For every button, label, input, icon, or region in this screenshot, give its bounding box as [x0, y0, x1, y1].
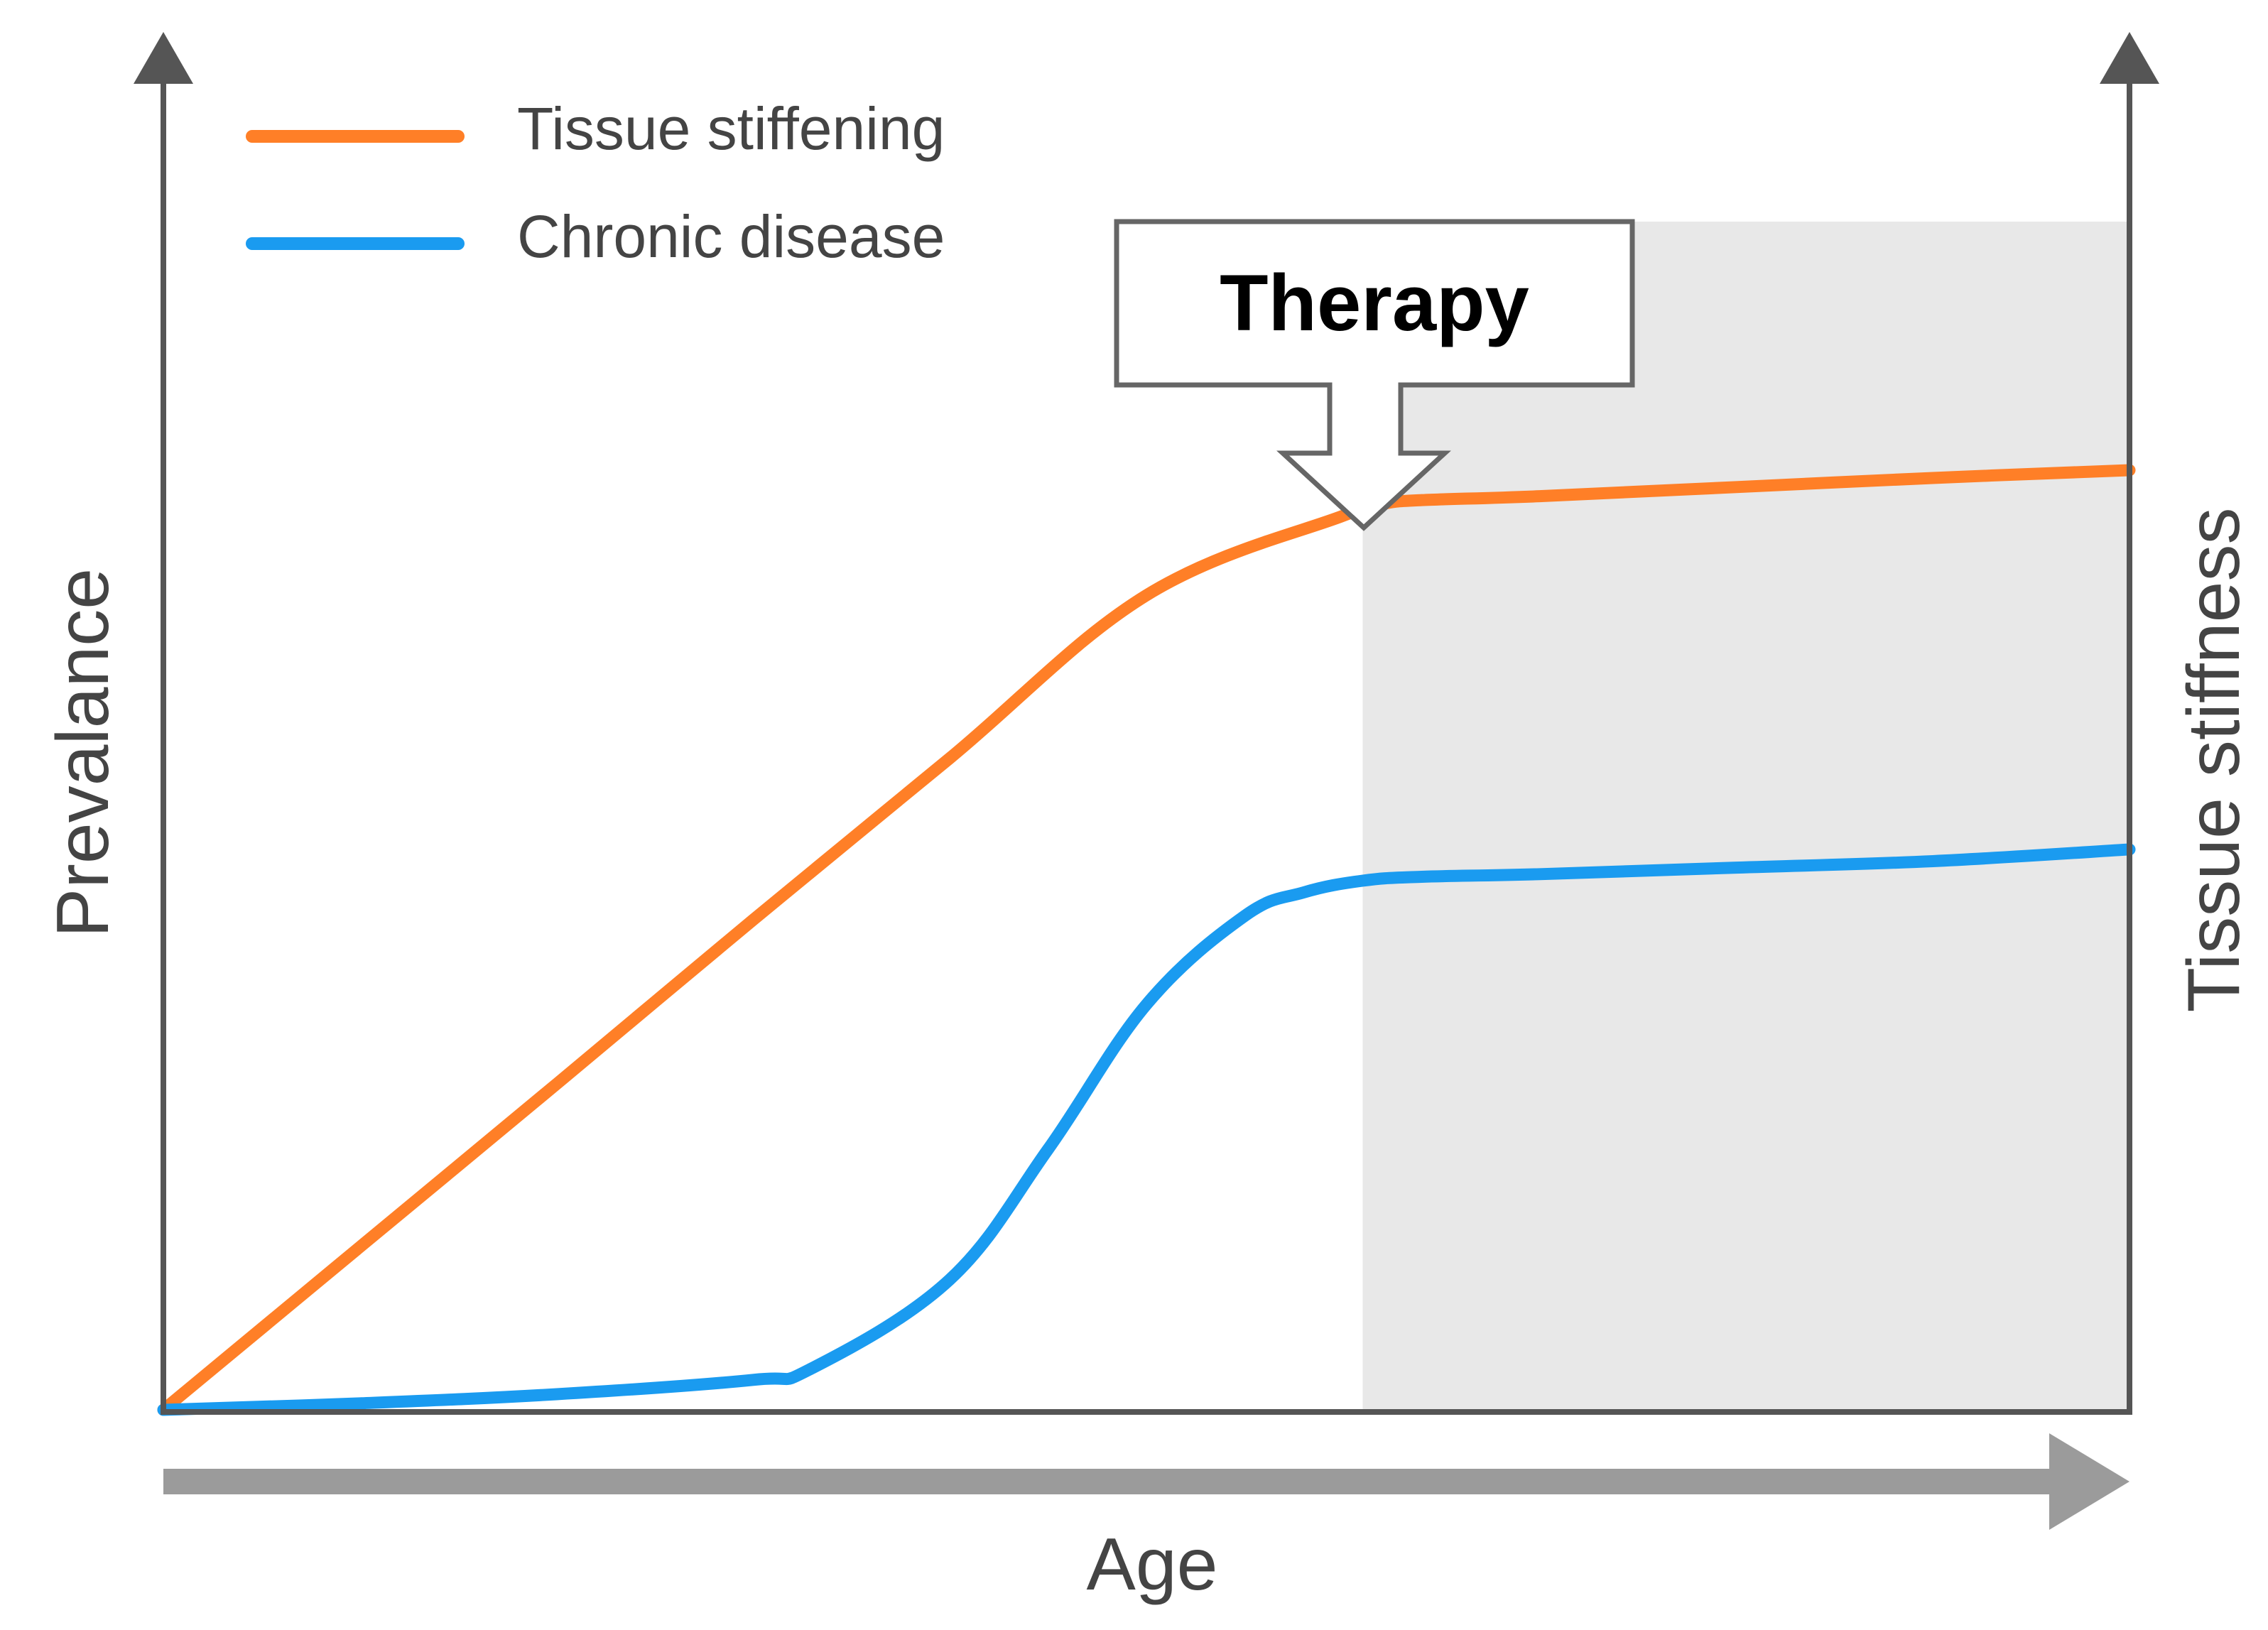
therapy-label: Therapy: [1220, 259, 1529, 347]
legend-label-chronic-disease: Chronic disease: [517, 203, 945, 270]
therapy-callout: Therapy: [1114, 219, 1635, 531]
right-y-axis-title: Tissue stiffness: [2173, 508, 2255, 1013]
age-arrow-head: [2049, 1433, 2129, 1530]
left-y-axis-arrowhead: [134, 32, 193, 84]
therapy-callout-shape: [1114, 219, 1635, 531]
series-layer: [157, 464, 2136, 1416]
age-arrow-shaft: [163, 1469, 2053, 1494]
series-line-tissue-stiffening: [157, 464, 2136, 1416]
therapy-shaded-region: [1362, 222, 2129, 1410]
right-y-axis-arrowhead: [2100, 32, 2159, 84]
series-line-chronic-disease: [157, 843, 2136, 1416]
x-axis-title: Age: [1086, 1523, 1217, 1606]
legend: Tissue stiffening Chronic disease: [246, 95, 945, 270]
legend-label-tissue-stiffening: Tissue stiffening: [517, 95, 945, 162]
left-y-axis-title: Prevalance: [42, 568, 124, 938]
